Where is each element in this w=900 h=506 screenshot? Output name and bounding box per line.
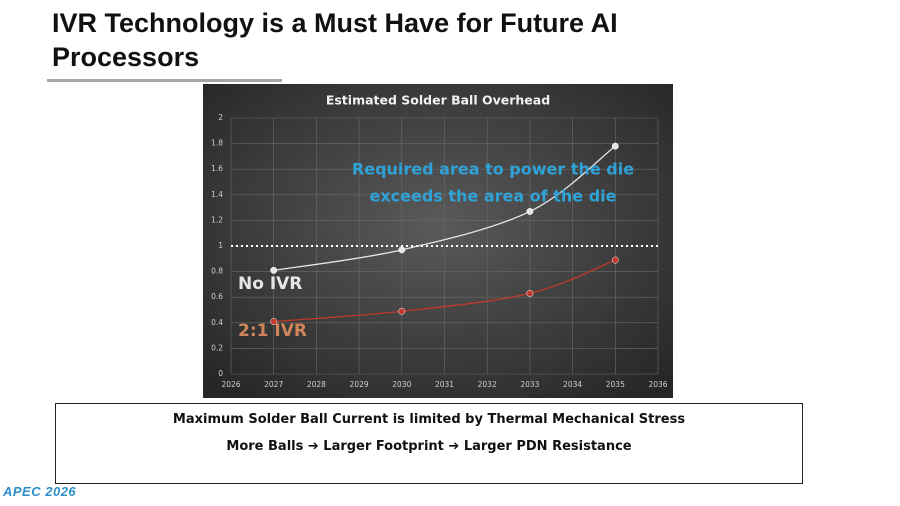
x-tick-label: 2031 xyxy=(435,380,454,389)
series-label: No IVR xyxy=(238,274,302,294)
note-box: Maximum Solder Ball Current is limited b… xyxy=(55,403,803,484)
y-tick-label: 1 xyxy=(218,241,223,250)
series-line xyxy=(273,145,616,271)
title-line: IVR Technology is a Must Have for Future… xyxy=(52,8,618,38)
y-tick-label: 1.4 xyxy=(211,190,223,199)
data-point xyxy=(611,142,619,150)
x-tick-label: 2028 xyxy=(307,380,326,389)
data-point xyxy=(526,207,534,215)
x-tick-label: 2029 xyxy=(350,380,369,389)
y-tick-label: 2 xyxy=(218,113,223,122)
series-line xyxy=(273,259,616,323)
chart-title: Estimated Solder Ball Overhead xyxy=(326,93,550,108)
x-tick-label: 2033 xyxy=(520,380,539,389)
y-tick-label: 0.6 xyxy=(211,292,223,301)
note-line: Maximum Solder Ball Current is limited b… xyxy=(172,412,686,427)
x-tick-label: 2026 xyxy=(221,380,240,389)
title-rule xyxy=(47,79,282,82)
annotation: exceeds the area of the die xyxy=(369,187,616,206)
data-point xyxy=(398,246,406,254)
x-tick-label: 2030 xyxy=(392,380,411,389)
chart: Estimated Solder Ball Overhead 0 0.2 0.4 0.… xyxy=(203,84,673,398)
data-point xyxy=(526,289,534,297)
x-tick-label: 2034 xyxy=(563,380,582,389)
y-tick-label: 0.4 xyxy=(211,318,223,327)
note-line: More Balls ➔ Larger Footprint ➔ Larger P… xyxy=(226,439,632,454)
annotation: Required area to power the die xyxy=(352,160,634,179)
slide-title: IVR Technology is a Must Have for Future… xyxy=(52,6,618,74)
data-point xyxy=(270,266,278,274)
data-point xyxy=(398,307,406,315)
y-tick-label: 0.2 xyxy=(211,343,223,352)
logo: APEC 2026 xyxy=(3,484,77,499)
y-tick-label: 1.2 xyxy=(211,215,223,224)
y-tick-label: 1.6 xyxy=(211,164,223,173)
x-tick-label: 2027 xyxy=(264,380,283,389)
data-point xyxy=(270,318,278,325)
y-tick-label: 0 xyxy=(218,369,223,378)
title-line: Processors xyxy=(52,42,200,72)
x-tick-label: 2035 xyxy=(606,380,625,389)
data-point xyxy=(611,256,619,264)
y-tick-label: 1.8 xyxy=(211,139,223,148)
x-tick-label: 2032 xyxy=(478,380,497,389)
y-tick-label: 0.8 xyxy=(211,267,223,276)
x-tick-label: 2036 xyxy=(648,380,667,389)
series-label: 2:1 IVR xyxy=(238,321,307,341)
